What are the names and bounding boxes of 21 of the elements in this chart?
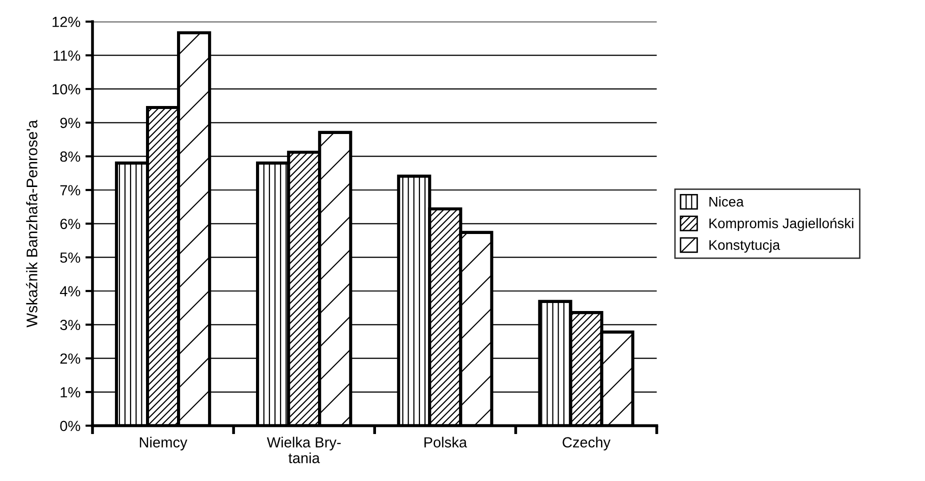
y-tick-label: 0% — [60, 420, 80, 432]
y-tick-label: 7% — [60, 185, 80, 196]
y-tick-label: 3% — [60, 320, 80, 330]
y-tick-label: 10% — [52, 84, 80, 94]
x-tick-label: Czechy — [562, 436, 611, 450]
y-tick-label: 5% — [60, 252, 80, 263]
y-tick-label: 12% — [52, 16, 80, 28]
x-tick-label: Polska — [424, 436, 468, 448]
y-tick-label: 8% — [60, 151, 80, 162]
y-tick-label: 9% — [60, 118, 80, 128]
legend-label: Konstytucja — [709, 240, 780, 253]
x-tick-label: Wielka Bry- tania — [266, 436, 341, 464]
y-tick-label: 2% — [60, 353, 80, 364]
y-tick-label: 6% — [60, 218, 80, 230]
legend-label: Nicea — [709, 196, 744, 207]
x-tick-label: Niemcy — [140, 436, 188, 450]
legend-label: Kompromis Jagielloński — [709, 218, 854, 232]
y-tick-label: 4% — [60, 286, 80, 296]
y-axis-title: Wskaźnik Banzhafa-Penrose'a — [26, 120, 38, 328]
y-tick-label: 1% — [60, 387, 80, 398]
y-tick-label: 11% — [54, 50, 80, 61]
